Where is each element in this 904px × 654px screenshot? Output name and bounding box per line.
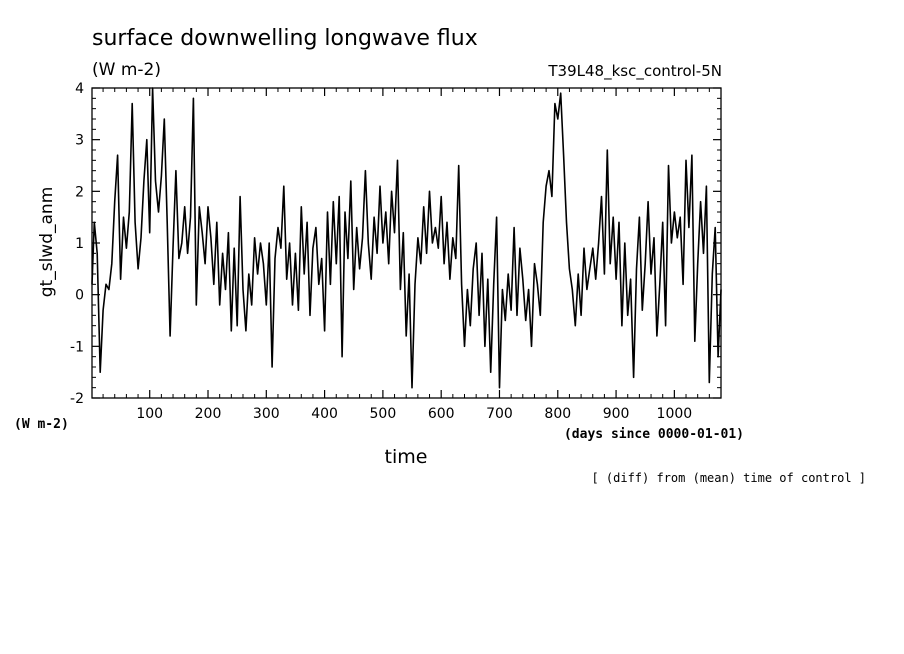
chart-title: surface downwelling longwave flux	[92, 26, 478, 51]
y-tick-label: 4	[75, 81, 84, 97]
x-axis-label: time	[385, 446, 428, 468]
y-tick-label: -2	[70, 391, 84, 407]
y-tick-label: 1	[75, 236, 84, 252]
x-ticks: 100 200 300 400 500 600 700 800 900 1000	[102, 88, 722, 422]
x-tick-label: 1000	[657, 406, 693, 422]
y-tick-label: 2	[75, 184, 84, 200]
y-tick-label: 3	[75, 133, 84, 149]
series-line	[91, 87, 722, 389]
series-layer	[91, 87, 722, 389]
y-tick-label: 0	[75, 288, 84, 304]
y-tick-label: -1	[70, 339, 84, 355]
x-tick-label: 900	[603, 406, 630, 422]
diff-note: [ (diff) from (mean) time of control ]	[591, 471, 866, 485]
y-axis-label: gt_slwd_anm	[37, 187, 57, 297]
run-name: T39L48_ksc_control-5N	[547, 62, 722, 81]
x-tick-label: 500	[370, 406, 397, 422]
y-units-label: (W m-2)	[14, 417, 69, 432]
x-tick-label: 800	[544, 406, 571, 422]
x-units-label: (days since 0000-01-01)	[564, 427, 744, 442]
x-tick-label: 100	[136, 406, 163, 422]
x-tick-label: 600	[428, 406, 455, 422]
x-tick-label: 200	[195, 406, 222, 422]
plot-frame	[91, 87, 722, 399]
chart-units: (W m-2)	[92, 60, 161, 80]
x-tick-label: 400	[311, 406, 338, 422]
x-tick-label: 300	[253, 406, 280, 422]
x-tick-label: 700	[486, 406, 513, 422]
